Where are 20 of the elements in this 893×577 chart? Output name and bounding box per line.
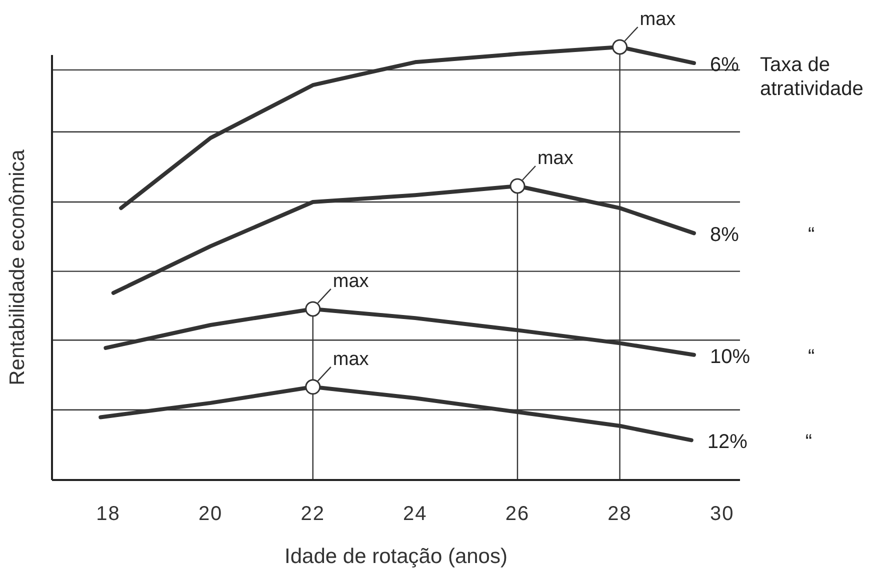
text: 12% “ bbox=[707, 431, 812, 454]
x-axis-title: Idade de rotação (anos) bbox=[284, 545, 508, 568]
point bbox=[305, 379, 321, 395]
x-tick-label: 18 bbox=[96, 503, 120, 525]
text: 10% “ bbox=[710, 346, 815, 368]
annotation: max bbox=[332, 348, 370, 370]
x-tick-label: 26 bbox=[505, 503, 530, 525]
point bbox=[305, 301, 321, 317]
y-axis-title: Rentabilidade econômica bbox=[6, 149, 29, 386]
x-tick-label: 22 bbox=[300, 503, 325, 525]
point bbox=[612, 39, 628, 55]
point bbox=[510, 178, 526, 194]
annotation: max bbox=[640, 9, 676, 30]
annotation: max bbox=[537, 148, 574, 169]
x-tick-label: 28 bbox=[608, 503, 632, 525]
x-tick-label: 20 bbox=[198, 503, 223, 525]
annotation: max bbox=[332, 270, 370, 292]
text: 8% “ bbox=[710, 224, 815, 246]
x-tick-label: 24 bbox=[403, 503, 428, 525]
x-tick-label: 30 bbox=[710, 503, 734, 525]
